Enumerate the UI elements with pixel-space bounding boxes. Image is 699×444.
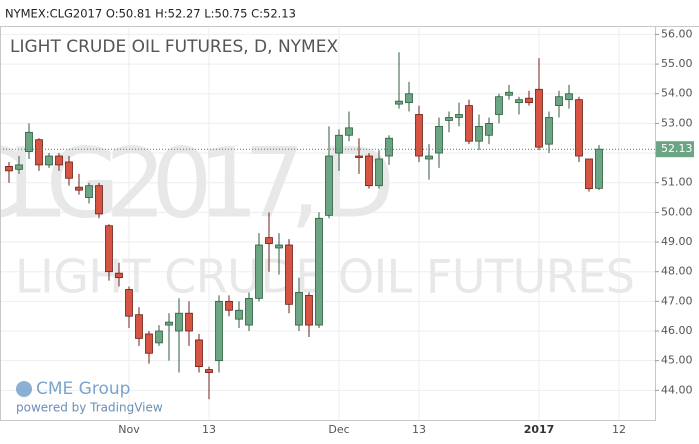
x-tick-label: 13 xyxy=(412,423,426,436)
candle-body xyxy=(245,297,253,326)
candle-body xyxy=(155,330,163,344)
candle-body xyxy=(35,139,43,166)
candle-body xyxy=(375,158,383,187)
candle-body xyxy=(55,155,63,166)
logo: CME Group xyxy=(36,379,130,399)
x-tick-label: Nov xyxy=(118,423,140,436)
candle-body xyxy=(65,161,73,179)
candle-body xyxy=(15,164,23,170)
candle-body xyxy=(545,117,553,145)
candle-body xyxy=(285,244,293,305)
candle-body xyxy=(425,155,433,160)
candle-body xyxy=(265,237,273,244)
candle-body xyxy=(145,333,153,354)
y-tick-label: 54.00 xyxy=(661,87,693,100)
candle-body xyxy=(225,300,233,311)
candle-body xyxy=(495,96,503,115)
y-tick-label: 48.00 xyxy=(661,265,693,278)
y-tick-label: 55.00 xyxy=(661,57,693,70)
y-tick-label: 49.00 xyxy=(661,235,693,248)
y-tick-label: 44.00 xyxy=(661,383,693,396)
candle-body xyxy=(405,93,413,104)
y-tick-label: 56.00 xyxy=(661,27,693,40)
candle-body xyxy=(585,158,593,190)
candle-body xyxy=(255,244,263,299)
candle-body xyxy=(185,312,193,332)
candle-body xyxy=(165,321,173,326)
candle-body xyxy=(135,314,143,339)
candle-body xyxy=(515,99,523,104)
candle-body xyxy=(595,148,603,189)
candle-body xyxy=(75,186,83,191)
candle-body xyxy=(215,300,223,362)
candle-body xyxy=(305,295,313,326)
x-tick-label: 2017 xyxy=(524,423,555,436)
candle-body xyxy=(195,339,203,368)
candle-body xyxy=(95,185,103,215)
candle-body xyxy=(105,225,113,273)
candle-body xyxy=(475,125,483,142)
y-tick-label: 50.00 xyxy=(661,205,693,218)
candle-body xyxy=(175,312,183,332)
candle-body xyxy=(235,309,243,320)
last-price-label: 52.13 xyxy=(661,142,693,155)
candle-body xyxy=(485,122,493,136)
chart-title: LIGHT CRUDE OIL FUTURES, D, NYMEX xyxy=(10,37,338,57)
candle-body xyxy=(445,117,453,121)
candle-body xyxy=(535,88,543,148)
candle-body xyxy=(435,125,443,154)
candle-body xyxy=(395,100,403,105)
candle-body xyxy=(5,166,13,172)
y-tick-label: 46.00 xyxy=(661,324,693,337)
candle-body xyxy=(555,96,563,107)
candle-body xyxy=(115,272,123,279)
candle-body xyxy=(355,155,363,158)
candle-body xyxy=(455,114,463,118)
candle-body xyxy=(415,114,423,157)
candle-body xyxy=(345,127,353,136)
candle-body xyxy=(325,155,333,216)
candle-body xyxy=(385,137,393,157)
x-tick-label: Dec xyxy=(328,423,349,436)
y-tick-label: 47.00 xyxy=(661,294,693,307)
candle-body xyxy=(275,244,283,249)
y-tick-label: 51.00 xyxy=(661,176,693,189)
header: NYMEX:CLG2017 O:50.81 H:52.27 L:50.75 C:… xyxy=(5,7,296,21)
last-price-tag xyxy=(656,141,694,158)
logo-icon xyxy=(16,381,32,397)
candle-body xyxy=(465,105,473,142)
candle-body xyxy=(85,185,93,198)
candle-body xyxy=(525,97,533,104)
candle-body xyxy=(315,217,323,326)
candle-body xyxy=(505,91,513,96)
candle-body xyxy=(365,155,373,187)
candle-body xyxy=(575,99,583,157)
candle-body xyxy=(565,93,573,101)
x-tick-label: 12 xyxy=(612,423,626,436)
x-tick-label: 13 xyxy=(202,423,216,436)
candle-body xyxy=(205,369,213,373)
candle-body xyxy=(295,292,303,326)
credit: powered by TradingView xyxy=(16,401,163,415)
candle-body xyxy=(125,289,133,317)
candle-body xyxy=(25,131,33,152)
candle-body xyxy=(335,134,343,154)
y-tick-label: 45.00 xyxy=(661,354,693,367)
plot xyxy=(0,52,655,400)
candle-body xyxy=(45,155,53,166)
y-tick-label: 53.00 xyxy=(661,116,693,129)
